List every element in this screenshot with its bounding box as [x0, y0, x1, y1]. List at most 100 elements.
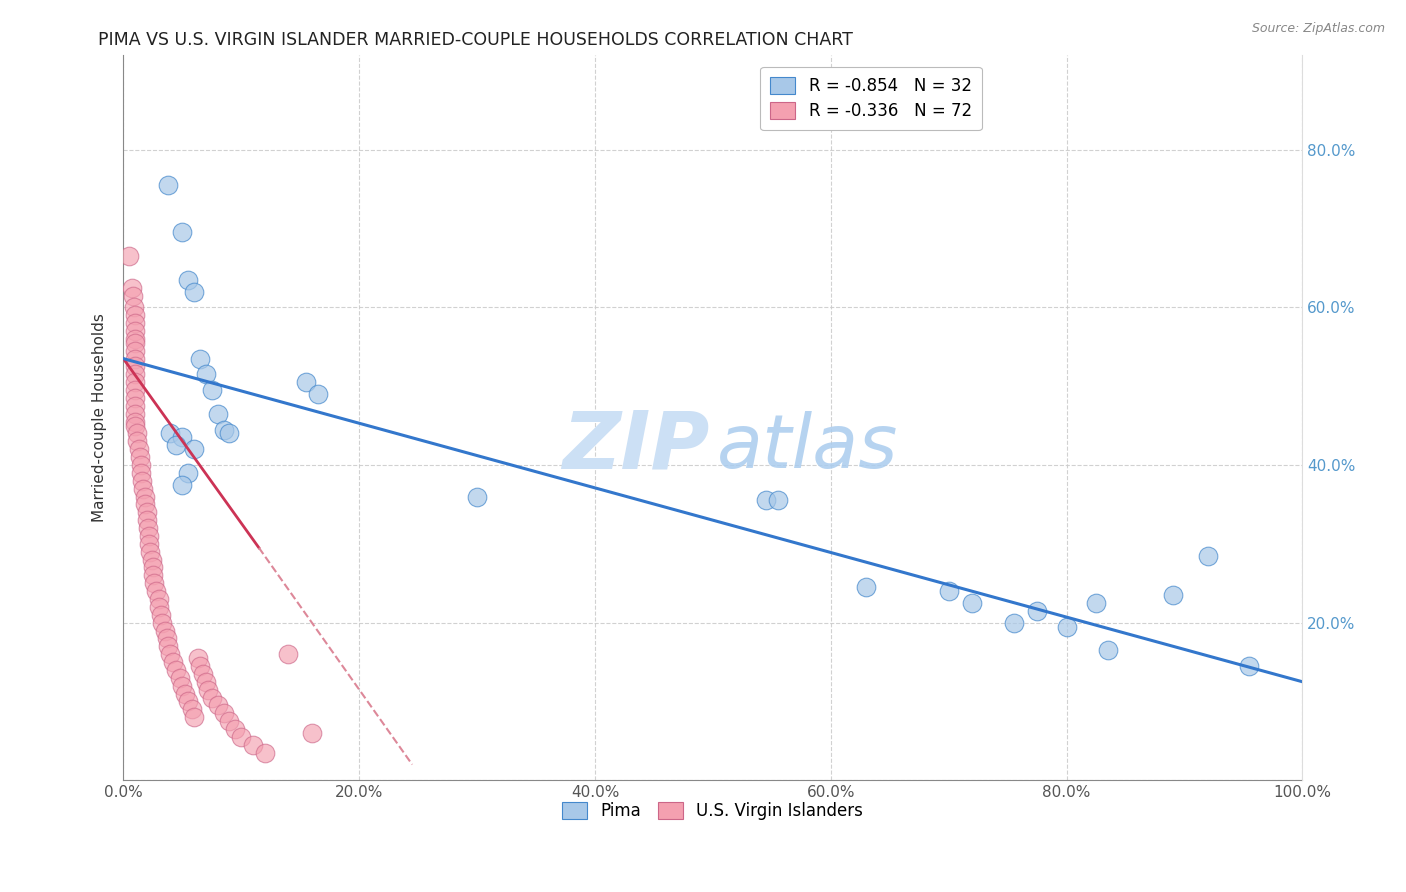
Point: [127, 426, 149, 441]
Point: [129, 458, 152, 472]
Point: [157, 178, 180, 193]
Point: [207, 698, 229, 713]
Point: [197, 682, 219, 697]
Point: [124, 343, 146, 358]
Point: [121, 288, 143, 302]
Point: [1026, 604, 1049, 618]
Point: [124, 407, 146, 421]
Point: [1197, 549, 1219, 563]
Point: [187, 651, 209, 665]
Point: [148, 592, 170, 607]
Point: [124, 383, 146, 397]
Point: [755, 493, 778, 508]
Point: [139, 545, 162, 559]
Point: [124, 399, 146, 413]
Point: [159, 647, 181, 661]
Point: [183, 442, 205, 457]
Point: [142, 560, 165, 574]
Point: [165, 663, 187, 677]
Point: [180, 702, 202, 716]
Point: [150, 615, 173, 630]
Point: [159, 426, 181, 441]
Point: [194, 674, 217, 689]
Legend: Pima, U.S. Virgin Islanders: Pima, U.S. Virgin Islanders: [555, 795, 870, 826]
Point: [277, 647, 299, 661]
Point: [855, 580, 877, 594]
Point: [177, 466, 200, 480]
Point: [157, 640, 180, 654]
Point: [173, 687, 195, 701]
Point: [124, 335, 146, 350]
Point: [1161, 588, 1184, 602]
Point: [188, 351, 211, 366]
Point: [201, 690, 224, 705]
Point: [141, 552, 163, 566]
Point: [150, 607, 173, 622]
Point: [307, 387, 329, 401]
Point: [193, 666, 215, 681]
Point: [242, 738, 264, 752]
Point: [253, 746, 276, 760]
Point: [138, 529, 160, 543]
Point: [124, 316, 146, 330]
Point: [142, 568, 165, 582]
Point: [156, 632, 179, 646]
Point: [962, 596, 984, 610]
Point: [183, 710, 205, 724]
Point: [188, 659, 211, 673]
Point: [128, 450, 150, 464]
Point: [172, 226, 194, 240]
Point: [143, 576, 166, 591]
Point: [162, 655, 184, 669]
Point: [1097, 643, 1119, 657]
Point: [218, 426, 240, 441]
Point: [134, 490, 156, 504]
Point: [766, 493, 789, 508]
Point: [118, 249, 141, 263]
Point: [224, 722, 246, 736]
Point: [124, 391, 146, 405]
Point: [124, 359, 146, 374]
Point: [124, 418, 146, 433]
Point: [194, 368, 217, 382]
Point: [169, 671, 191, 685]
Point: [131, 474, 153, 488]
Point: [218, 714, 240, 729]
Point: [301, 726, 323, 740]
Point: [201, 383, 224, 397]
Point: [1056, 619, 1078, 633]
Point: [124, 324, 146, 338]
Point: [124, 308, 146, 322]
Point: [207, 407, 229, 421]
Point: [172, 477, 194, 491]
Point: [465, 490, 488, 504]
Point: [148, 599, 170, 614]
Point: [1002, 615, 1025, 630]
Point: [132, 482, 155, 496]
Point: [172, 679, 194, 693]
Point: [177, 273, 200, 287]
Point: [124, 368, 146, 382]
Point: [177, 694, 200, 708]
Point: [295, 376, 318, 390]
Text: Source: ZipAtlas.com: Source: ZipAtlas.com: [1251, 22, 1385, 36]
Point: [1085, 596, 1108, 610]
Point: [138, 537, 160, 551]
Text: atlas: atlas: [717, 410, 898, 483]
Point: [231, 730, 253, 744]
Point: [183, 285, 205, 299]
Point: [127, 434, 149, 449]
Point: [124, 376, 146, 390]
Point: [135, 513, 157, 527]
Point: [128, 442, 150, 457]
Point: [129, 466, 152, 480]
Point: [136, 521, 159, 535]
Point: [212, 423, 235, 437]
Point: [124, 332, 146, 346]
Y-axis label: Married-couple Households: Married-couple Households: [93, 313, 107, 522]
Point: [1239, 659, 1261, 673]
Point: [124, 351, 146, 366]
Text: PIMA VS U.S. VIRGIN ISLANDER MARRIED-COUPLE HOUSEHOLDS CORRELATION CHART: PIMA VS U.S. VIRGIN ISLANDER MARRIED-COU…: [98, 31, 853, 49]
Point: [135, 505, 157, 519]
Point: [153, 624, 176, 638]
